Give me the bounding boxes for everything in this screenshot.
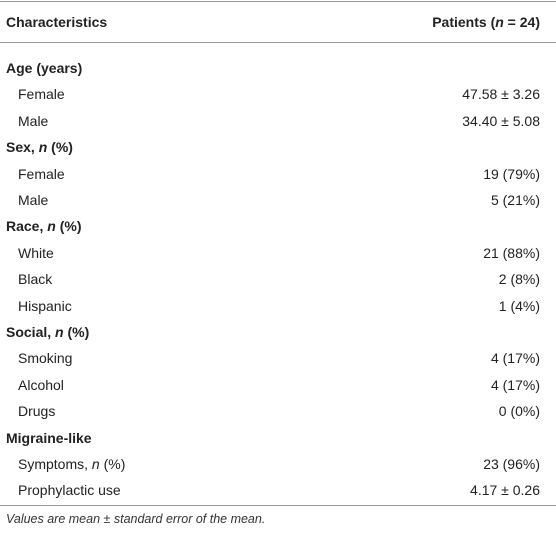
label-text: Hispanic <box>18 297 72 314</box>
item-label: Black <box>18 266 52 292</box>
item-value: 0 (0%) <box>498 403 540 420</box>
item-label: Drugs <box>18 398 55 424</box>
label-text: Male <box>18 112 49 129</box>
italic-symbol: n <box>38 139 48 156</box>
label-text: Alcohol <box>18 376 64 393</box>
top-rule <box>0 1 556 2</box>
item-row: Female 19 (79%) <box>0 161 556 187</box>
group-label: Race, n (%) <box>6 213 81 239</box>
label-text: (%) <box>99 456 126 472</box>
footnote: Values are mean ± standard error of the … <box>6 512 266 526</box>
italic-symbol: n <box>47 218 56 235</box>
label-text: Sex, <box>6 139 39 156</box>
group-row: Age (years) <box>0 55 556 81</box>
label-text: Female <box>18 86 65 103</box>
item-label: Smoking <box>18 345 72 371</box>
item-label: Hispanic <box>18 293 72 319</box>
label-text: = 24) <box>503 14 540 30</box>
item-value: 19 (79%) <box>483 165 540 182</box>
item-value: 21 (88%) <box>483 244 540 261</box>
item-value: 4 (17%) <box>490 376 540 393</box>
item-row: Prophylactic use 4.17 ± 0.26 <box>0 477 556 503</box>
item-value: 5 (21%) <box>490 192 540 208</box>
item-row: Black 2 (8%) <box>0 266 556 292</box>
label-text: Black <box>18 271 53 288</box>
label-text: Drugs <box>18 403 56 420</box>
italic-symbol: n <box>91 456 100 472</box>
item-row: Female 47.58 ± 3.26 <box>0 81 556 107</box>
item-value: 2 (8%) <box>498 271 540 288</box>
item-row: Drugs 0 (0%) <box>0 398 556 424</box>
item-value: 1 (4%) <box>498 297 540 314</box>
item-label: Prophylactic use <box>18 477 121 503</box>
label-text: Prophylactic use <box>18 482 121 499</box>
label-text: Female <box>18 165 65 182</box>
label-text: Race, <box>6 218 48 235</box>
label-text: (%) <box>63 324 90 340</box>
label-text: Characteristics <box>6 14 108 30</box>
group-label: Migraine-like <box>6 425 92 451</box>
item-row: Alcohol 4 (17%) <box>0 372 556 398</box>
item-label: Male <box>18 108 48 134</box>
label-text: Patients ( <box>432 14 496 30</box>
group-label: Age (years) <box>6 55 82 81</box>
italic-symbol: n <box>55 324 64 340</box>
header-rule <box>0 42 556 43</box>
item-label: Alcohol <box>18 372 64 398</box>
label-text: Smoking <box>18 350 73 367</box>
item-row: Smoking 4 (17%) <box>0 345 556 371</box>
group-row: Race, n (%) <box>0 213 556 239</box>
item-label: Symptoms, n (%) <box>18 451 125 477</box>
group-row: Migraine-like <box>0 425 556 451</box>
item-row: Symptoms, n (%) 23 (96%) <box>0 451 556 477</box>
item-label: White <box>18 240 54 266</box>
header-cell: Characteristics <box>6 9 107 35</box>
label-text: (%) <box>47 139 73 156</box>
item-value: 23 (96%) <box>483 456 540 472</box>
item-row: Male 5 (21%) <box>0 187 556 213</box>
label-text: Symptoms, <box>18 456 92 472</box>
header-cell: Patients (n = 24) <box>432 9 540 35</box>
item-value: 47.58 ± 3.26 <box>462 86 540 103</box>
item-value: 4.17 ± 0.26 <box>470 482 540 499</box>
header-row: Characteristics Patients (n = 24) <box>0 9 556 35</box>
item-row: Hispanic 1 (4%) <box>0 293 556 319</box>
item-label: Female <box>18 161 65 187</box>
item-label: Male <box>18 187 48 213</box>
label-text: White <box>18 244 54 261</box>
item-row: Male 34.40 ± 5.08 <box>0 108 556 134</box>
item-value: 4 (17%) <box>490 350 540 367</box>
group-label: Sex, n (%) <box>6 134 73 160</box>
italic-symbol: n <box>495 14 504 30</box>
bottom-rule <box>0 505 556 506</box>
label-text: (%) <box>55 218 82 235</box>
group-row: Social, n (%) <box>0 319 556 345</box>
group-label: Social, n (%) <box>6 319 89 345</box>
item-value: 34.40 ± 5.08 <box>462 112 540 129</box>
item-label: Female <box>18 81 65 107</box>
item-row: White 21 (88%) <box>0 240 556 266</box>
label-text: Migraine-like <box>6 429 92 446</box>
label-text: Age (years) <box>6 60 83 76</box>
group-row: Sex, n (%) <box>0 134 556 160</box>
label-text: Male <box>18 192 49 208</box>
label-text: Social, <box>6 324 56 340</box>
